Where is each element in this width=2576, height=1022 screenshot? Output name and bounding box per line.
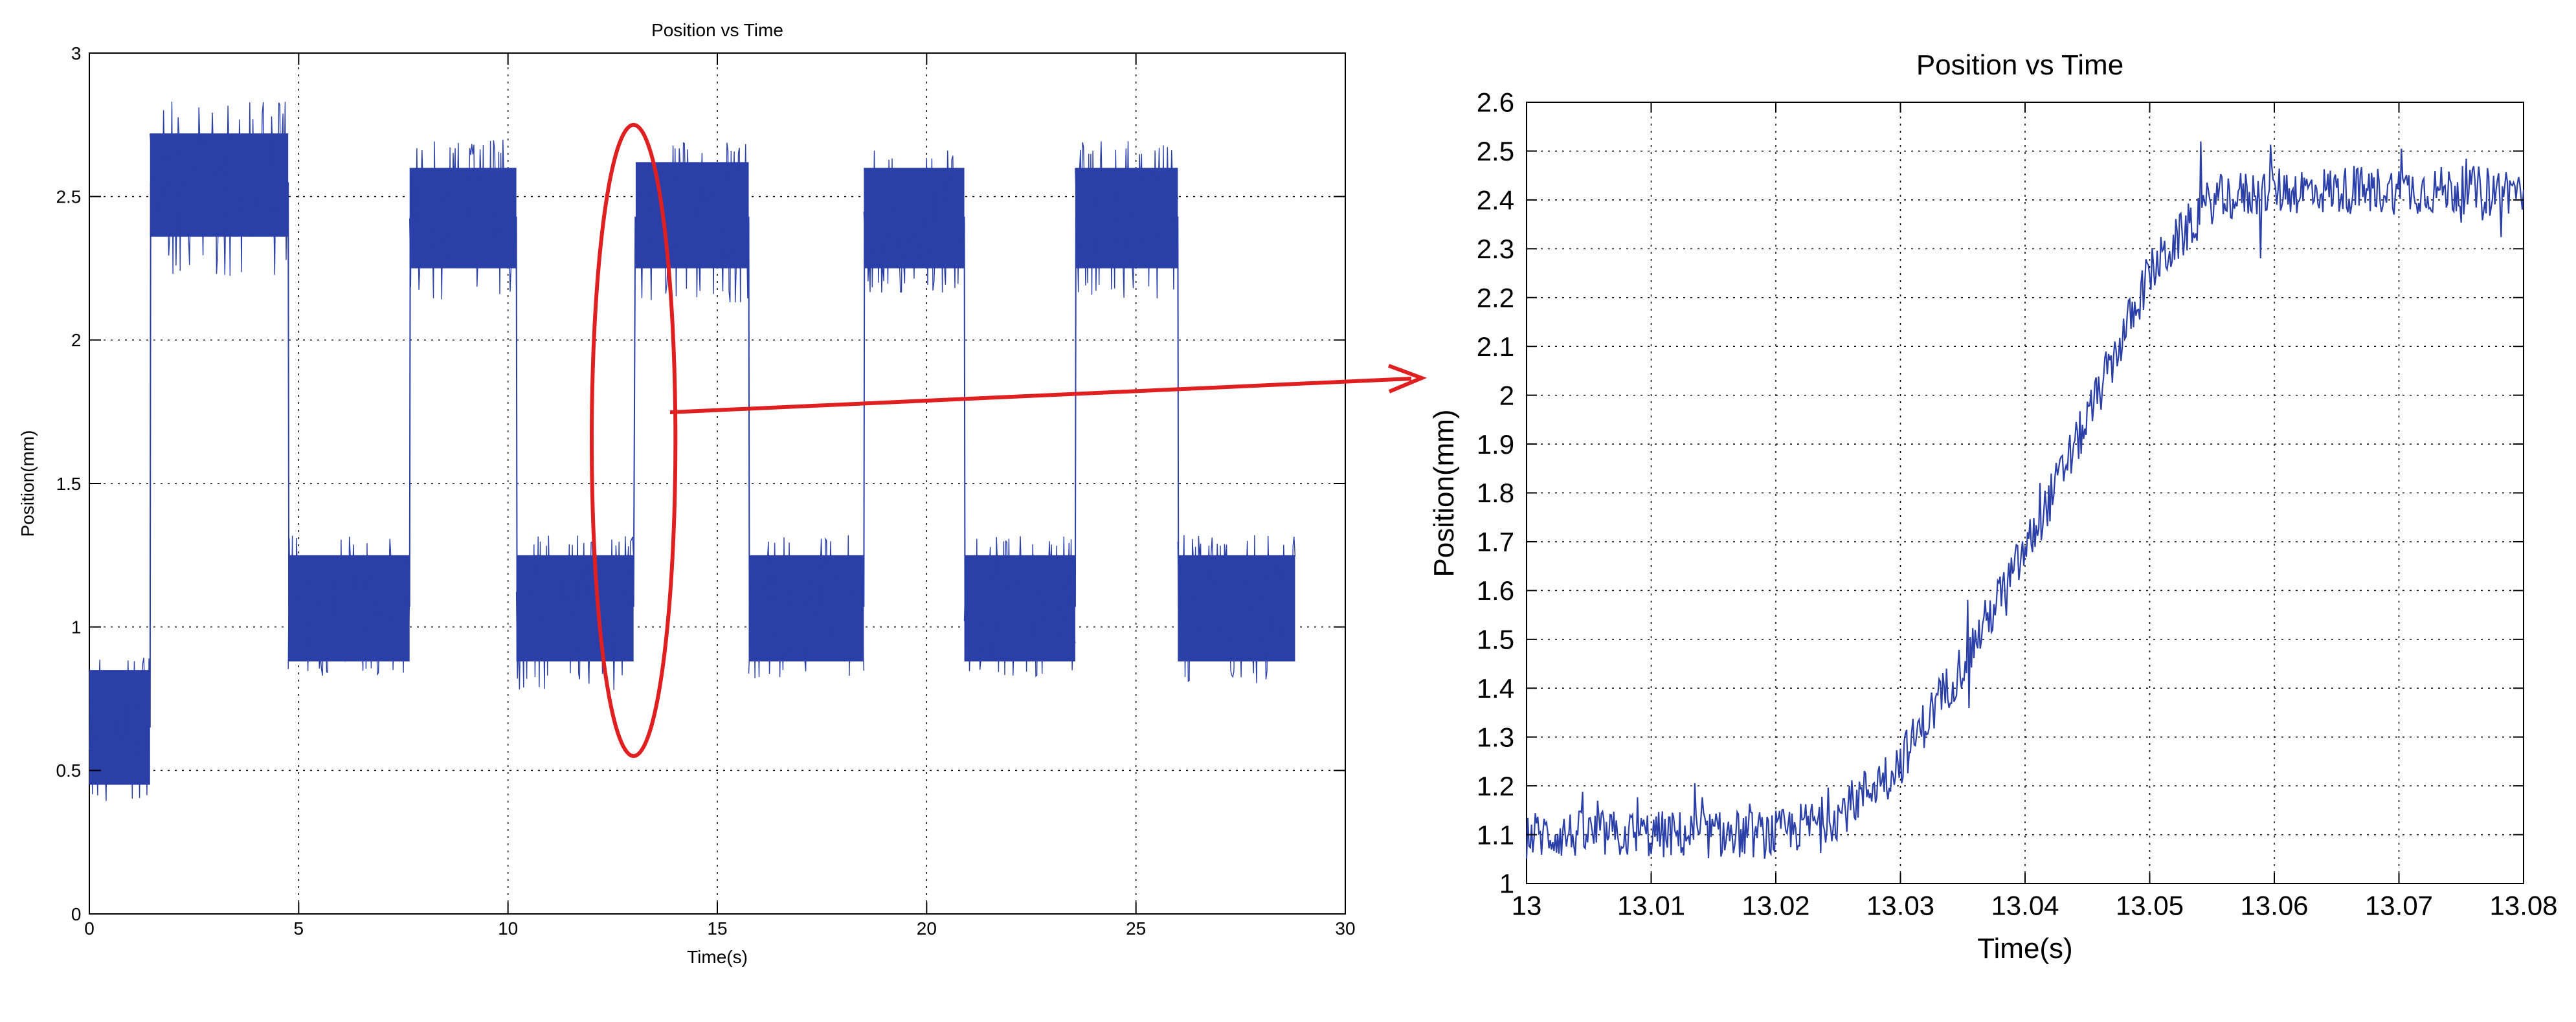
- zoom-region-ellipse: [590, 122, 678, 759]
- y-tick-label: 2: [1499, 380, 1514, 410]
- y-tick-label: 1: [1499, 869, 1514, 899]
- x-tick-label: 0: [84, 918, 95, 939]
- overview-y-ticks: 0 0.5 1 1.5 2 2.5 3: [56, 43, 1345, 924]
- overview-data-series: [89, 102, 1296, 801]
- x-tick-label: 13.02: [1742, 890, 1809, 920]
- x-tick-label: 13.07: [2365, 890, 2433, 920]
- zoom-arrow-line: [669, 377, 1412, 414]
- y-tick-label: 1.8: [1477, 478, 1514, 508]
- signal-noise: [89, 658, 151, 801]
- x-tick-label: 13.08: [2489, 890, 2557, 920]
- x-tick-label: 13.01: [1617, 890, 1685, 920]
- y-tick-label: 1.9: [1477, 429, 1514, 460]
- zoom-chart: Position vs Time 13 13.01 13.02 13.03 13.04 1…: [1428, 49, 2558, 964]
- y-tick-label: 1.7: [1477, 527, 1514, 557]
- signal-noise: [515, 535, 634, 691]
- y-tick-label: 2.1: [1477, 331, 1514, 362]
- x-tick-label: 13.03: [1866, 890, 1934, 920]
- signal-noise: [409, 139, 517, 300]
- zoom-y-axis-label: Position(mm): [1428, 409, 1460, 577]
- x-tick-label: 5: [294, 918, 304, 939]
- y-tick-label: 2.5: [56, 186, 81, 206]
- overview-chart: Position vs Time 0 5 10 15 20 25 30 0 0.5 1 1.5 2 2…: [17, 20, 1356, 967]
- y-tick-label: 2.2: [1477, 282, 1514, 313]
- signal-noise: [963, 536, 1076, 678]
- y-tick-label: 2: [71, 330, 82, 350]
- x-tick-label: 25: [1126, 918, 1146, 939]
- x-tick-label: 15: [707, 918, 727, 939]
- signal-noise: [1177, 535, 1296, 683]
- signal-noise: [635, 142, 750, 303]
- zoom-grid: [1527, 102, 2524, 883]
- y-tick-label: 0: [71, 904, 82, 924]
- zoom-data-series: [1525, 141, 2525, 859]
- signal-transition: [1074, 216, 1077, 607]
- y-tick-label: 1.5: [56, 474, 81, 494]
- zoom-x-ticks: 13 13.01 13.02 13.03 13.04 13.05 13.06 13.07 13.…: [1512, 102, 2558, 920]
- y-tick-label: 1.5: [1477, 625, 1514, 655]
- overview-y-axis-label: Position(mm): [17, 430, 38, 537]
- overview-x-ticks: 0 5 10 15 20 25 30: [84, 53, 1356, 939]
- y-tick-label: 1: [71, 617, 82, 637]
- y-tick-label: 1.6: [1477, 575, 1514, 606]
- signal-transition: [149, 182, 151, 728]
- y-tick-label: 1.2: [1477, 771, 1514, 801]
- x-tick-label: 20: [917, 918, 937, 939]
- x-tick-label: 10: [498, 918, 518, 939]
- x-tick-label: 30: [1335, 918, 1355, 939]
- y-tick-label: 1.1: [1477, 819, 1514, 850]
- signal-transition: [287, 182, 290, 607]
- y-tick-label: 2.3: [1477, 234, 1514, 264]
- y-tick-label: 1.3: [1477, 722, 1514, 752]
- zoom-chart-title: Position vs Time: [1916, 49, 2123, 81]
- y-tick-label: 3: [71, 43, 82, 63]
- x-tick-label: 13.06: [2240, 890, 2308, 920]
- signal-noise: [748, 535, 864, 679]
- x-tick-label: 13.05: [2116, 890, 2184, 920]
- signal-transition: [633, 216, 636, 607]
- signal-noise: [150, 102, 289, 276]
- signal-transition: [748, 216, 750, 607]
- zoom-arrow: [669, 364, 1428, 414]
- signal-noise: [287, 535, 410, 676]
- x-tick-label: 13: [1512, 890, 1542, 920]
- signal-noise: [1075, 141, 1178, 298]
- zoom-signal-line: [1525, 141, 2525, 859]
- zoom-x-axis-label: Time(s): [1977, 933, 2072, 964]
- y-tick-label: 0.5: [56, 761, 81, 781]
- y-tick-label: 2.6: [1477, 87, 1514, 118]
- overview-chart-title: Position vs Time: [651, 20, 783, 40]
- y-tick-label: 1.4: [1477, 673, 1514, 704]
- y-tick-label: 2.5: [1477, 136, 1514, 166]
- y-tick-label: 2.4: [1477, 185, 1514, 216]
- zoom-y-ticks: 1 1.1 1.2 1.3 1.4 1.5 1.6 1.7 1.8 1.9 2 2.1 2.2 2.3 2.…: [1477, 87, 2524, 899]
- x-tick-label: 13.04: [1991, 890, 2059, 920]
- overview-x-axis-label: Time(s): [687, 947, 748, 967]
- signal-noise: [863, 150, 965, 293]
- zoom-arrow-head: [1387, 364, 1428, 394]
